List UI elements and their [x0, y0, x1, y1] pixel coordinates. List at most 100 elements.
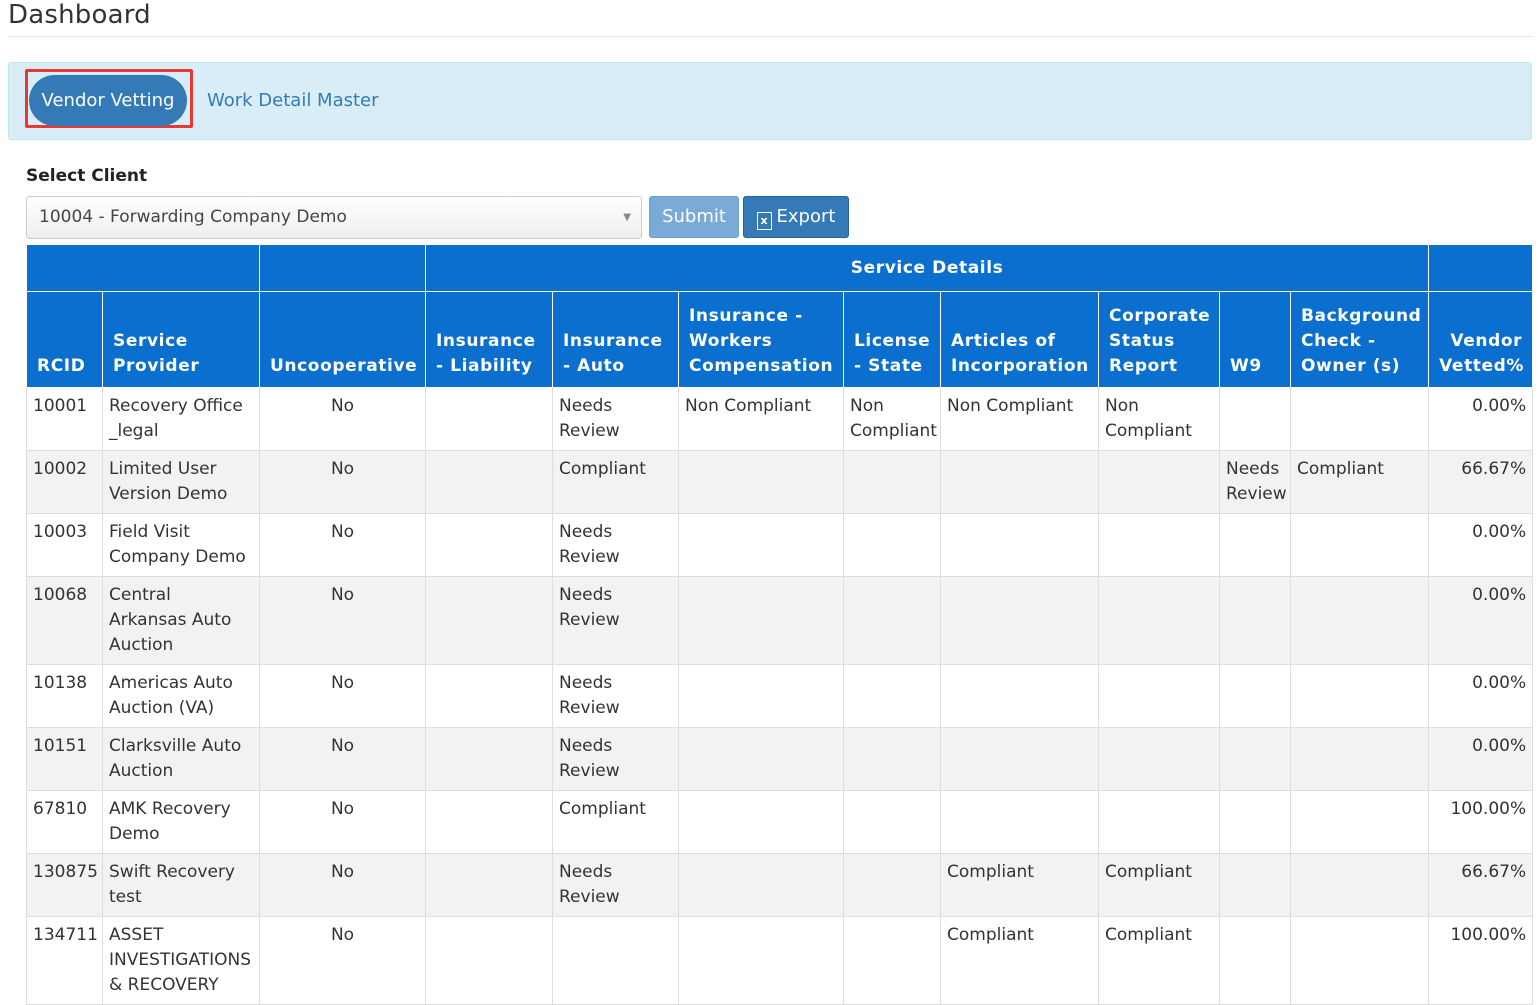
- table-row[interactable]: 10151 Clarksville Auto Auction No Needs Rev…: [26, 727, 1534, 791]
- table-row[interactable]: 10001 Recovery Office _legal No Needs Revie…: [26, 387, 1534, 451]
- col-header-w9[interactable]: W9: [1219, 291, 1291, 388]
- table-row[interactable]: 10002 Limited User Version Demo No Complian…: [26, 450, 1534, 514]
- cell-w9: [1219, 387, 1291, 451]
- cell-insurance-liability: [425, 513, 553, 577]
- tab-work-detail-master[interactable]: Work Detail Master: [207, 90, 379, 111]
- cell-uncooperative: No: [259, 513, 426, 577]
- cell-corporate-status-report: Compliant: [1098, 853, 1220, 917]
- cell-w9: Needs Review: [1219, 450, 1291, 514]
- cell-uncooperative: No: [259, 576, 426, 665]
- export-button[interactable]: x Export: [743, 196, 849, 238]
- cell-insurance-auto: Needs Review: [552, 387, 679, 451]
- cell-vendor-vetted: 100.00%: [1428, 916, 1534, 1005]
- cell-vendor-vetted: 66.67%: [1428, 450, 1534, 514]
- cell-background-check: [1289, 387, 1430, 451]
- cell-uncooperative: No: [259, 387, 426, 451]
- col-header-corporate-status-report[interactable]: Corporate Status Report: [1098, 291, 1220, 388]
- cell-insurance-liability: [425, 576, 553, 665]
- cell-license-state: [843, 853, 941, 917]
- cell-corporate-status-report: [1098, 664, 1220, 728]
- cell-w9: [1219, 513, 1291, 577]
- cell-corporate-status-report: [1098, 576, 1220, 665]
- cell-rcid: 134711: [26, 916, 103, 1005]
- cell-uncooperative: No: [259, 916, 426, 1005]
- cell-rcid: 130875: [26, 853, 103, 917]
- cell-rcid: 10002: [26, 450, 103, 514]
- cell-background-check: [1289, 916, 1430, 1005]
- cell-insurance-liability: [425, 853, 553, 917]
- cell-background-check: [1289, 790, 1430, 854]
- cell-service-provider: Americas Auto Auction (VA): [102, 664, 260, 728]
- cell-w9: [1219, 664, 1291, 728]
- cell-insurance-auto: Needs Review: [552, 664, 679, 728]
- cell-insurance-liability: [425, 790, 553, 854]
- cell-insurance-workers-comp: [678, 916, 844, 1005]
- chevron-down-icon: ▼: [623, 212, 631, 223]
- col-header-uncooperative[interactable]: Uncooperative: [259, 291, 426, 388]
- tab-vendor-vetting[interactable]: Vendor Vetting: [29, 75, 187, 126]
- group-header-blank-1: [26, 244, 260, 292]
- col-header-insurance-liability[interactable]: Insurance - Liability: [425, 291, 553, 388]
- table-row[interactable]: 67810 AMK Recovery Demo No Compliant 100.00%: [26, 790, 1534, 854]
- client-select[interactable]: 10004 - Forwarding Company Demo ▼: [26, 196, 642, 239]
- cell-license-state: [843, 790, 941, 854]
- col-header-service-provider[interactable]: Service Provider: [102, 291, 260, 388]
- cell-insurance-auto: Compliant: [552, 790, 679, 854]
- cell-uncooperative: No: [259, 450, 426, 514]
- tab-bar: Vendor Vetting Work Detail Master: [8, 62, 1532, 140]
- submit-button[interactable]: Submit: [649, 196, 739, 238]
- cell-insurance-workers-comp: Non Compliant: [678, 387, 844, 451]
- col-header-articles-of-incorporation[interactable]: Articles of Incorporation: [940, 291, 1099, 388]
- cell-uncooperative: No: [259, 853, 426, 917]
- cell-insurance-liability: [425, 727, 553, 791]
- cell-w9: [1219, 727, 1291, 791]
- cell-w9: [1219, 916, 1291, 1005]
- cell-corporate-status-report: [1098, 513, 1220, 577]
- col-header-insurance-workers-comp[interactable]: Insurance - Workers Compensation: [678, 291, 844, 388]
- cell-corporate-status-report: [1098, 450, 1220, 514]
- cell-rcid: 10068: [26, 576, 103, 665]
- col-header-background-check[interactable]: Background Check - Owner (s): [1289, 291, 1430, 388]
- cell-insurance-liability: [425, 664, 553, 728]
- cell-corporate-status-report: Compliant: [1098, 916, 1220, 1005]
- cell-service-provider: AMK Recovery Demo: [102, 790, 260, 854]
- title-divider: [8, 36, 1532, 37]
- cell-insurance-liability: [425, 450, 553, 514]
- cell-insurance-workers-comp: [678, 853, 844, 917]
- cell-articles-of-incorporation: [940, 450, 1099, 514]
- table-row[interactable]: 134711 ASSET INVESTIGATIONS & RECOVERY No C…: [26, 916, 1534, 1005]
- cell-license-state: [843, 513, 941, 577]
- cell-rcid: 10151: [26, 727, 103, 791]
- cell-background-check: Compliant: [1289, 450, 1430, 514]
- cell-vendor-vetted: 0.00%: [1428, 576, 1534, 665]
- excel-file-icon: x: [756, 212, 772, 230]
- table-row[interactable]: 10003 Field Visit Company Demo No Needs Rev…: [26, 513, 1534, 577]
- table-header-row: RCID Service Provider Uncooperative Insu…: [26, 291, 1534, 388]
- cell-uncooperative: No: [259, 790, 426, 854]
- cell-vendor-vetted: 0.00%: [1428, 513, 1534, 577]
- col-header-rcid[interactable]: RCID: [26, 291, 103, 388]
- cell-service-provider: Central Arkansas Auto Auction: [102, 576, 260, 665]
- col-header-license-state[interactable]: License - State: [843, 291, 941, 388]
- cell-insurance-liability: [425, 387, 553, 451]
- group-header-blank-2: [259, 244, 426, 292]
- cell-background-check: [1289, 664, 1430, 728]
- cell-vendor-vetted: 66.67%: [1428, 853, 1534, 917]
- cell-uncooperative: No: [259, 727, 426, 791]
- table-row[interactable]: 10068 Central Arkansas Auto Auction No Need…: [26, 576, 1534, 665]
- table-row[interactable]: 10138 Americas Auto Auction (VA) No Needs R…: [26, 664, 1534, 728]
- cell-insurance-workers-comp: [678, 450, 844, 514]
- table-row[interactable]: 130875 Swift Recovery test No Needs Review C…: [26, 853, 1534, 917]
- cell-license-state: [843, 664, 941, 728]
- cell-insurance-auto: Needs Review: [552, 853, 679, 917]
- col-header-insurance-auto[interactable]: Insurance - Auto: [552, 291, 679, 388]
- cell-service-provider: Clarksville Auto Auction: [102, 727, 260, 791]
- cell-w9: [1219, 853, 1291, 917]
- col-header-vendor-vetted[interactable]: Vendor Vetted%: [1428, 291, 1534, 388]
- cell-insurance-auto: Compliant: [552, 450, 679, 514]
- export-button-label: Export: [776, 206, 836, 227]
- cell-corporate-status-report: [1098, 790, 1220, 854]
- cell-vendor-vetted: 0.00%: [1428, 664, 1534, 728]
- cell-articles-of-incorporation: Compliant: [940, 916, 1099, 1005]
- cell-service-provider: Limited User Version Demo: [102, 450, 260, 514]
